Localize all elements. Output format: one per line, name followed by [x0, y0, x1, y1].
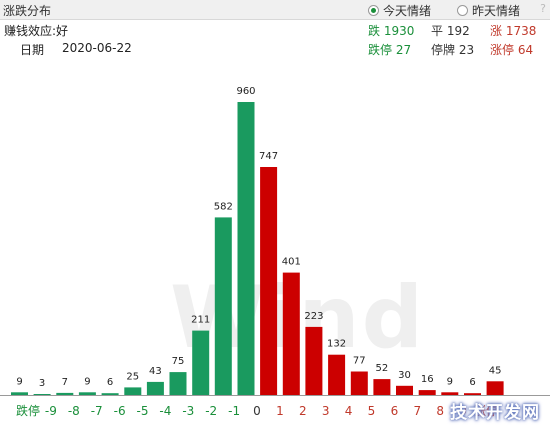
bar-value-label: 582	[214, 201, 233, 212]
money-effect-label: 赚钱效应:	[4, 24, 57, 38]
x-tick-label: 1	[276, 404, 284, 418]
help-icon[interactable]: ?	[540, 2, 546, 15]
x-tick-label: -2	[205, 404, 217, 418]
x-tick-label: -9	[45, 404, 57, 418]
radio-checked-icon	[368, 5, 379, 16]
bar	[464, 393, 481, 395]
bar	[101, 393, 119, 395]
radio-today-sentiment[interactable]: 今天情绪	[368, 2, 431, 19]
bar-value-label: 223	[304, 311, 323, 322]
bar	[169, 372, 187, 395]
stat-suspended: 停牌 23	[431, 43, 475, 57]
bar	[192, 330, 210, 395]
bar	[328, 354, 346, 395]
stat-rise: 涨 1738	[490, 24, 537, 38]
stat-fall: 跌 1930	[368, 24, 415, 38]
x-tick-label: 8	[436, 404, 444, 418]
bar-value-label: 747	[259, 151, 278, 162]
x-tick-label: 9	[459, 404, 467, 418]
radio-unchecked-icon	[457, 5, 468, 16]
bar	[237, 102, 255, 395]
bar-value-label: 7	[62, 377, 68, 388]
bar-value-label: 6	[469, 377, 475, 388]
x-tick-label: -4	[159, 404, 171, 418]
x-tick-label: 5	[368, 404, 376, 418]
x-tick-label: -5	[137, 404, 149, 418]
x-tick-label: -3	[182, 404, 194, 418]
radio-today-label: 今天情绪	[383, 4, 432, 18]
bar	[305, 326, 323, 395]
x-tick-label: -1	[228, 404, 240, 418]
x-tick-label: 3	[322, 404, 330, 418]
bar	[441, 392, 459, 395]
stat-flat: 平 192	[431, 24, 470, 38]
bar	[396, 385, 413, 395]
x-tick-label: 4	[345, 404, 353, 418]
x-tick-label: 2	[299, 404, 307, 418]
date-value: 2020-06-22	[62, 41, 132, 55]
watermark-text: 技术开发网	[450, 403, 540, 423]
bar	[418, 390, 436, 395]
bar	[486, 381, 504, 395]
bar-value-label: 75	[172, 356, 185, 367]
bar	[214, 217, 232, 395]
bar-value-label: 25	[126, 371, 139, 382]
bar	[33, 394, 51, 395]
date-label: 日期	[20, 43, 45, 57]
x-tick-label: -8	[68, 404, 80, 418]
bar-value-label: 132	[327, 339, 346, 350]
x-tick-label: 涨停	[474, 403, 498, 418]
money-effect: 赚钱效应:好	[4, 22, 68, 39]
bar	[11, 392, 28, 395]
bar-value-label: 6	[107, 377, 113, 388]
bar-value-label: 43	[149, 366, 162, 377]
title-bar	[0, 0, 550, 20]
bar	[260, 167, 278, 395]
bar-value-label: 9	[84, 376, 90, 387]
x-tick-label: 7	[413, 404, 421, 418]
x-tick-label: 跌停	[16, 403, 40, 418]
bar-value-label: 3	[39, 378, 45, 389]
stat-limit-up: 涨停 64	[490, 43, 534, 57]
bar-value-label: 77	[353, 356, 366, 367]
panel-title: 涨跌分布	[3, 4, 52, 18]
bar-value-label: 9	[16, 376, 22, 387]
bar	[56, 392, 74, 395]
x-tick-label: -7	[91, 404, 103, 418]
bar-value-label: 401	[282, 257, 301, 268]
bar	[373, 379, 391, 395]
x-tick-label: -6	[114, 404, 126, 418]
bar-value-label: 52	[376, 363, 389, 374]
bar-value-label: 960	[236, 86, 255, 97]
radio-yesterday-label: 昨天情绪	[472, 4, 521, 18]
bar-value-label: 16	[421, 374, 434, 385]
bar-value-label: 9	[447, 376, 453, 387]
bar-value-label: 45	[489, 365, 502, 376]
x-tick-label: 0	[253, 404, 261, 418]
stat-limit-down: 跌停 27	[368, 43, 412, 57]
bar	[350, 371, 368, 395]
bar	[124, 387, 142, 395]
bar	[282, 272, 300, 395]
radio-yesterday-sentiment[interactable]: 昨天情绪	[457, 2, 520, 19]
bar	[78, 392, 96, 395]
money-effect-value: 好	[56, 24, 69, 38]
bar-value-label: 211	[191, 315, 210, 326]
x-tick-label: 6	[391, 404, 399, 418]
bar	[146, 381, 164, 395]
bar-value-label: 30	[398, 370, 411, 381]
